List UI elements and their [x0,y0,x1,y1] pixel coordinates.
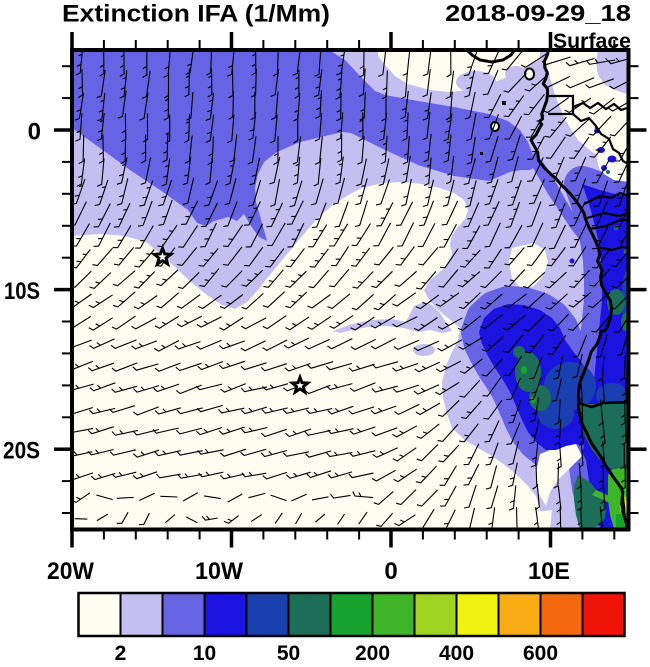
svg-text:10W: 10W [195,558,243,585]
svg-text:2: 2 [115,642,127,665]
svg-text:10E: 10E [528,558,570,585]
svg-text:10: 10 [193,642,216,665]
svg-text:400: 400 [439,642,474,665]
svg-text:10S: 10S [4,278,40,305]
svg-text:50: 50 [277,642,300,665]
svg-text:200: 200 [355,642,390,665]
svg-text:0: 0 [28,119,41,146]
svg-text:20S: 20S [3,438,40,465]
svg-text:20W: 20W [47,558,94,585]
svg-text:600: 600 [523,642,558,665]
svg-text:2018-09-29_18: 2018-09-29_18 [445,0,631,26]
svg-text:0: 0 [384,558,397,585]
svg-text:Extinction IFA (1/Mm): Extinction IFA (1/Mm) [62,1,330,28]
svg-text:Surface: Surface [553,30,631,53]
